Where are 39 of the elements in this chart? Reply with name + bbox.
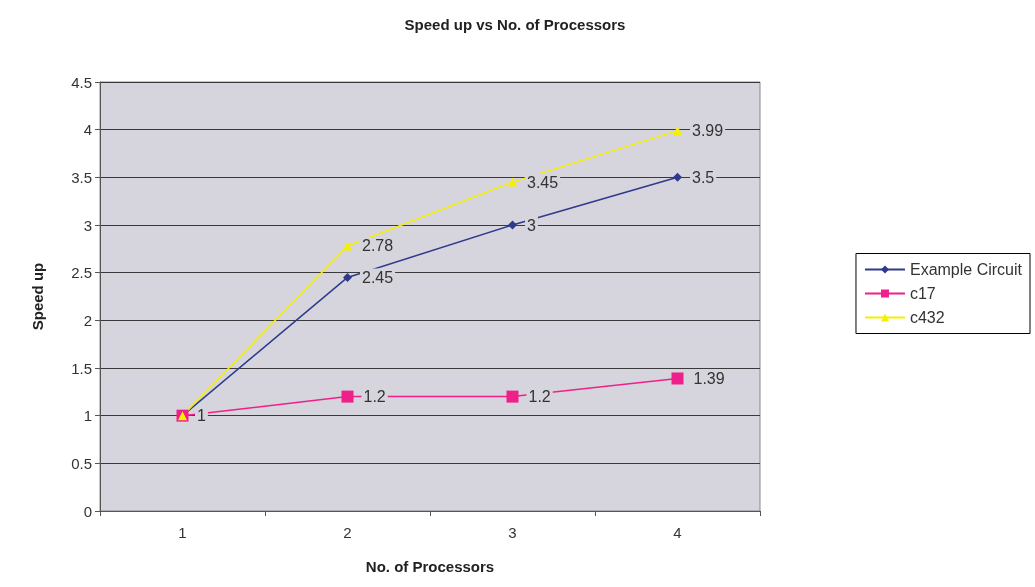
x-tick-label: 3: [508, 524, 517, 541]
y-tick-label: 3: [83, 216, 92, 234]
y-tick-label: 3.5: [71, 168, 92, 186]
y-tick-label: 2.5: [71, 264, 92, 282]
data-label: 1.2: [528, 388, 551, 406]
point: [506, 390, 519, 403]
point: [508, 220, 517, 230]
data-label: 1.2: [363, 388, 386, 406]
point: [673, 126, 682, 136]
legend-label: Example Circuit: [909, 261, 1023, 278]
x-tick-label: 2: [343, 524, 352, 541]
data-label: 2.45: [362, 268, 394, 286]
x-tick-label: 1: [178, 524, 187, 541]
point: [673, 172, 682, 182]
y-tick-label: 4.5: [71, 73, 92, 91]
data-label: 1.39: [693, 369, 725, 387]
y-tick-label: 0.5: [71, 454, 92, 472]
y-tick-label: 0: [83, 502, 92, 520]
point: [508, 177, 517, 187]
legend-label: c432: [909, 309, 945, 326]
data-label: 3: [527, 216, 536, 234]
y-tick-label: 1: [83, 407, 92, 425]
data-label: 3.99: [692, 122, 724, 140]
point: [341, 390, 354, 403]
y-tick-label: 1.5: [71, 359, 92, 377]
point: [671, 372, 684, 385]
data-label: 1: [197, 407, 206, 425]
point: [343, 272, 352, 282]
y-tick-label: 2: [83, 311, 92, 329]
data-label: 3.45: [527, 173, 559, 191]
point: [343, 241, 352, 251]
x-axis-title: No. of Processors: [365, 558, 495, 575]
legend-label: c17: [909, 285, 936, 302]
x-tick-label: 4: [673, 524, 682, 541]
chart-title: Speed up vs No. of Processors: [404, 16, 626, 33]
y-axis-title: Speed up: [29, 262, 46, 331]
data-label: 2.78: [362, 237, 394, 255]
data-label: 3.5: [692, 168, 715, 186]
y-tick-label: 4: [83, 121, 92, 139]
